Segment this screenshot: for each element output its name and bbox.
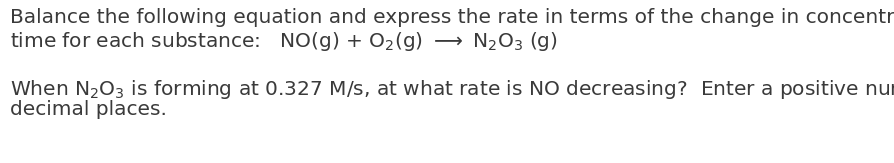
Text: decimal places.: decimal places.: [10, 100, 167, 119]
Text: When N$_2$O$_3$ is forming at 0.327 M/s, at what rate is NO decreasing?  Enter a: When N$_2$O$_3$ is forming at 0.327 M/s,…: [10, 78, 894, 101]
Text: time for each substance:   NO(g) + O$_2$(g) $\longrightarrow$ N$_2$O$_3$ (g): time for each substance: NO(g) + O$_2$(g…: [10, 30, 558, 53]
Text: Balance the following equation and express the rate in terms of the change in co: Balance the following equation and expre…: [10, 8, 894, 27]
